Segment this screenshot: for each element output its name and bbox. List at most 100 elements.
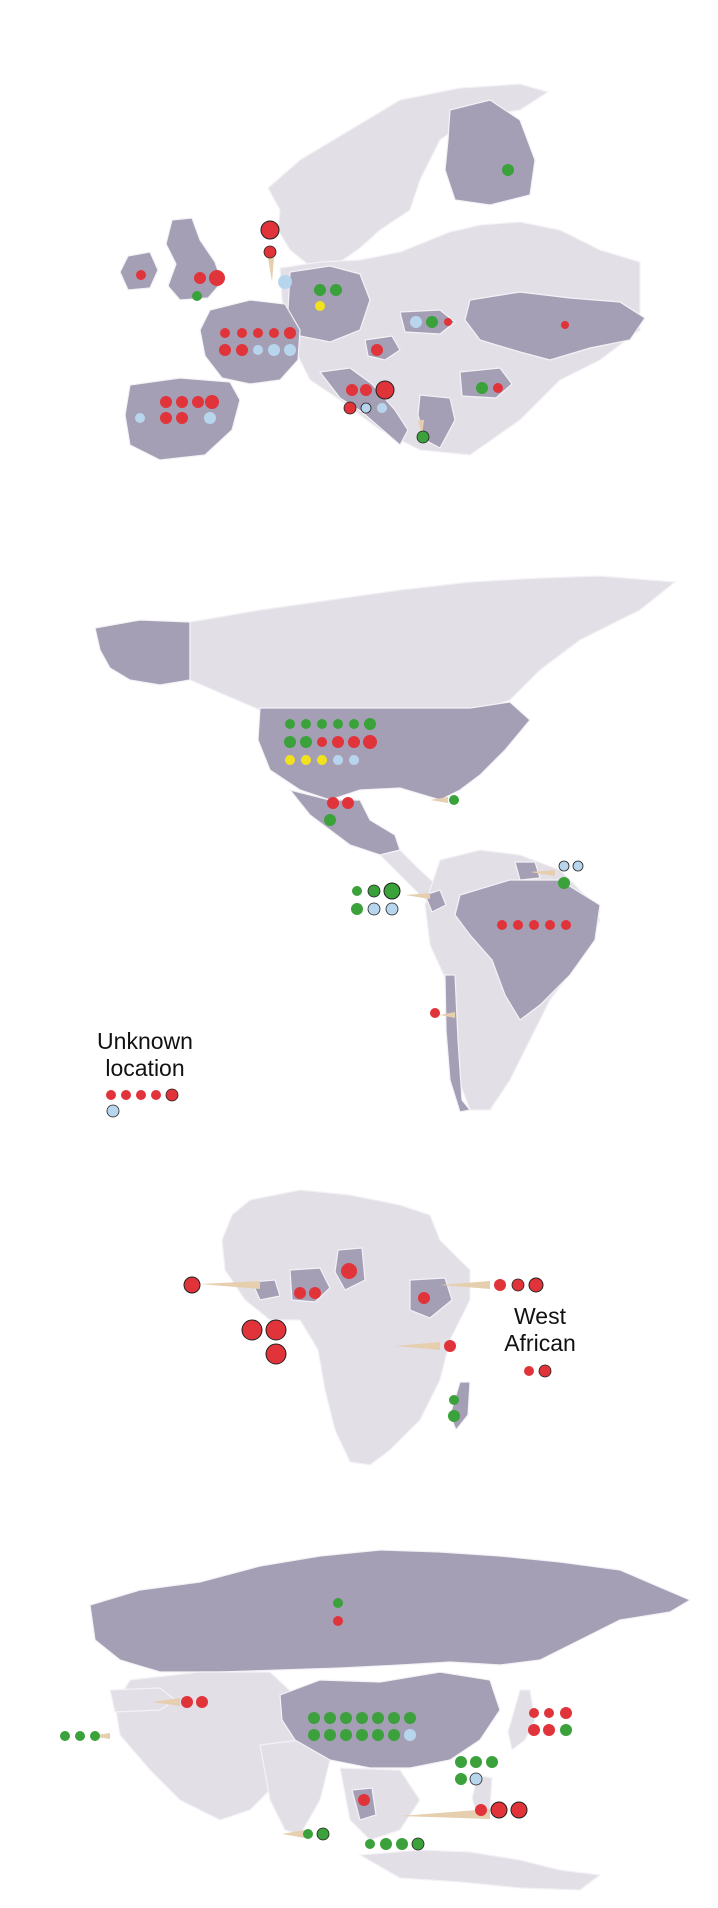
marker-red <box>545 920 555 930</box>
marker-light-blue <box>333 755 343 765</box>
marker-green <box>284 736 296 748</box>
marker-red <box>136 270 146 280</box>
marker-red <box>165 1088 179 1102</box>
marker-green <box>351 903 363 915</box>
marker-green <box>470 1756 482 1768</box>
marker-red <box>332 736 344 748</box>
marker-green <box>367 884 381 898</box>
usa-markers <box>284 718 377 765</box>
marker-red <box>181 1696 193 1708</box>
marker-yellow <box>317 755 327 765</box>
marker-red <box>360 384 372 396</box>
marker-green <box>340 1712 352 1724</box>
marker-green <box>75 1731 85 1741</box>
ethiopia-land <box>409 1277 453 1319</box>
marker-red-sectored <box>183 1276 201 1294</box>
marker-red <box>497 920 507 930</box>
asia-markers <box>60 1598 572 1851</box>
europe-map <box>119 83 646 461</box>
americas-markers <box>106 718 584 1118</box>
callout <box>530 870 555 876</box>
marker-yellow <box>315 301 325 311</box>
marker-red <box>475 1804 487 1816</box>
marker-green-hatched <box>502 164 514 176</box>
marker-light-blue <box>558 860 570 872</box>
marker-red-sectored <box>260 220 280 240</box>
marker-green <box>560 1724 572 1736</box>
marker-green <box>352 886 362 896</box>
marker-green <box>300 736 312 748</box>
turkey-land <box>109 1687 177 1713</box>
canada-land <box>189 575 677 711</box>
marker-red <box>561 920 571 930</box>
marker-red <box>511 1278 525 1292</box>
marker-red <box>192 396 204 408</box>
marker-green <box>426 316 438 328</box>
unknown-location-markers <box>106 1088 179 1118</box>
west-african-label: West African <box>480 1303 600 1357</box>
marker-red-sectored <box>241 1319 263 1341</box>
marker-light-blue <box>410 316 422 328</box>
marker-red-sectored <box>490 1801 508 1819</box>
marker-red <box>444 1340 456 1352</box>
marker-red <box>160 412 172 424</box>
marker-green <box>90 1731 100 1741</box>
marker-red <box>513 920 523 930</box>
callout <box>200 1281 260 1289</box>
marker-light-blue <box>572 860 584 872</box>
ukraine-land <box>464 291 646 361</box>
marker-red-hatched <box>205 395 219 409</box>
marker-green <box>372 1729 384 1741</box>
marker-red-sectored <box>375 380 395 400</box>
marker-red <box>538 1364 552 1378</box>
marker-red <box>220 328 230 338</box>
marker-light-blue <box>253 345 263 355</box>
marker-red <box>309 1287 321 1299</box>
marker-green <box>356 1712 368 1724</box>
callout <box>395 1342 440 1350</box>
marker-green <box>324 1729 336 1741</box>
marker-green <box>455 1756 467 1768</box>
marker-red <box>106 1090 116 1100</box>
marker-red <box>544 1708 554 1718</box>
marker-red <box>284 327 296 339</box>
marker-light-blue <box>204 412 216 424</box>
marker-red <box>333 1616 343 1626</box>
marker-red <box>176 412 188 424</box>
marker-green <box>558 877 570 889</box>
marker-green <box>416 430 430 444</box>
marker-green <box>314 284 326 296</box>
marker-green <box>308 1712 320 1724</box>
marker-green <box>476 382 488 394</box>
marker-green <box>396 1838 408 1850</box>
alaska-land <box>94 619 191 686</box>
marker-red <box>529 1708 539 1718</box>
marker-green <box>380 1838 392 1850</box>
marker-red <box>430 1008 440 1018</box>
marker-light-blue <box>404 1729 416 1741</box>
southeast-asia-land <box>339 1767 421 1841</box>
indonesia-land <box>358 1849 602 1891</box>
marker-red <box>418 1292 430 1304</box>
marker-red <box>346 384 358 396</box>
marker-red <box>528 1724 540 1736</box>
marker-light-blue <box>268 344 280 356</box>
marker-green <box>486 1756 498 1768</box>
callout <box>430 797 448 803</box>
marker-yellow <box>301 755 311 765</box>
marker-red <box>253 328 263 338</box>
marker-light-blue <box>469 1772 483 1786</box>
marker-light-blue <box>360 402 372 414</box>
marker-green <box>285 719 295 729</box>
marker-green <box>349 719 359 729</box>
marker-green <box>411 1837 425 1851</box>
west-african-text: West African <box>504 1303 576 1356</box>
russia-land <box>89 1549 692 1673</box>
marker-green <box>330 284 342 296</box>
marker-green <box>404 1712 416 1724</box>
marker-red-sectored <box>265 1343 287 1365</box>
europe-markers <box>135 164 569 444</box>
marker-red <box>327 797 339 809</box>
callout <box>405 893 430 899</box>
